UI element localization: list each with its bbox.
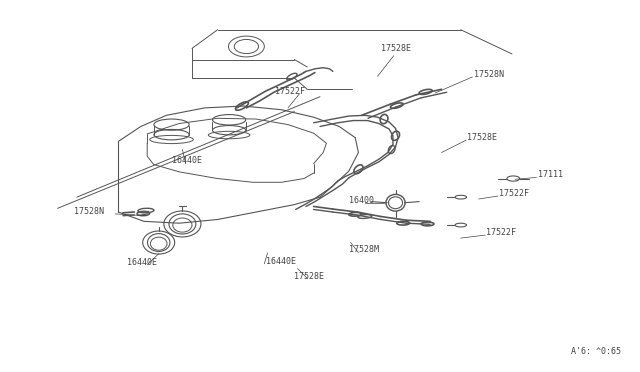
Text: 17111: 17111 <box>538 170 563 179</box>
Text: 17522F: 17522F <box>486 228 516 237</box>
Text: A'6: ^0:65: A'6: ^0:65 <box>571 347 621 356</box>
Text: 17528N: 17528N <box>474 70 504 79</box>
Text: 17528E: 17528E <box>467 133 497 142</box>
Text: 16400: 16400 <box>349 196 374 205</box>
Text: 17522F: 17522F <box>499 189 529 198</box>
Text: 16440E: 16440E <box>127 258 157 267</box>
Text: 17528E: 17528E <box>381 44 411 53</box>
Text: 16440E: 16440E <box>172 156 202 165</box>
Text: 17528E: 17528E <box>294 272 324 280</box>
Text: 17528N: 17528N <box>74 207 104 216</box>
Text: 17522F: 17522F <box>275 87 305 96</box>
Text: 17528M: 17528M <box>349 246 379 254</box>
Text: 16440E: 16440E <box>266 257 296 266</box>
